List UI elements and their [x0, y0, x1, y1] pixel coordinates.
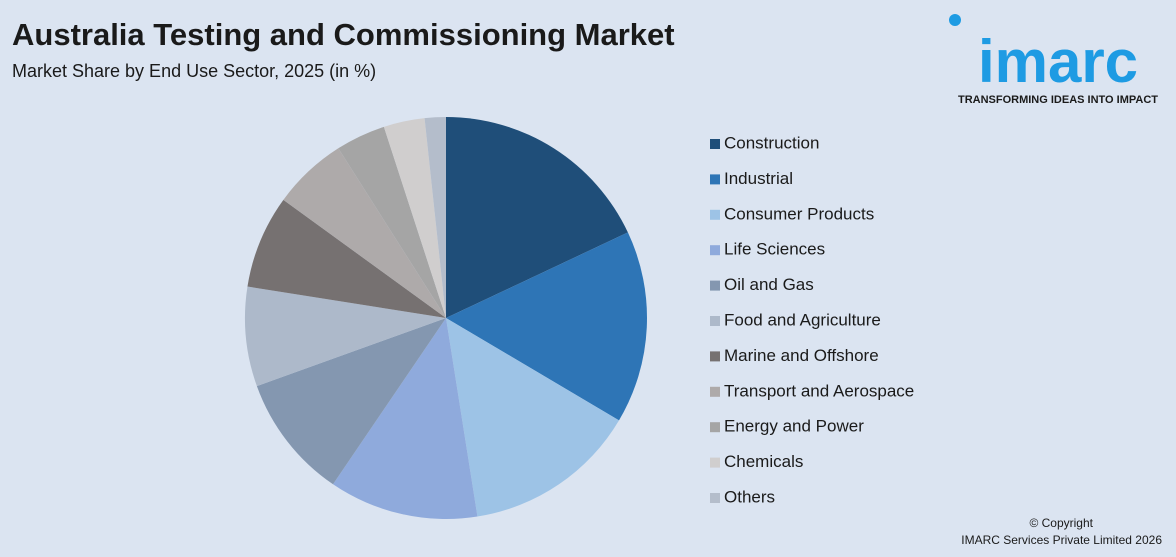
logo-dot	[949, 14, 961, 26]
logo: imarc	[978, 28, 1138, 95]
legend-swatch	[710, 245, 720, 256]
company: IMARC Services Private Limited 2026	[961, 533, 1162, 547]
pie-slice	[446, 318, 620, 517]
legend-label: Marine and Offshore	[724, 346, 879, 365]
legend-label: Others	[724, 487, 775, 506]
pie-slice	[333, 318, 478, 519]
copyright: © Copyright	[1029, 516, 1093, 530]
pie-slice	[245, 286, 446, 387]
legend-label: Construction	[724, 133, 819, 152]
legend-label: Oil and Gas	[724, 275, 814, 294]
legend-label: Industrial	[724, 169, 793, 188]
pie-slice	[383, 118, 446, 318]
legend-swatch	[710, 386, 720, 397]
logo-tagline: TRANSFORMING IDEAS INTO IMPACT	[958, 94, 1158, 106]
pie-slice	[446, 117, 628, 318]
pie-slice	[446, 232, 647, 421]
pie-slice	[256, 318, 446, 485]
legend-label: Life Sciences	[724, 240, 825, 259]
legend-swatch	[710, 422, 720, 433]
legend-swatch	[710, 351, 720, 362]
legend-label: Food and Agriculture	[724, 310, 881, 329]
legend-label: Consumer Products	[724, 204, 874, 223]
chart-title: Australia Testing and Commissioning Mark…	[12, 17, 675, 52]
pie-slice	[338, 126, 446, 318]
legend-swatch	[710, 139, 720, 149]
legend-swatch	[710, 316, 720, 326]
chart-subtitle: Market Share by End Use Sector, 2025 (in…	[12, 61, 376, 81]
legend-label: Transport and Aerospace	[724, 381, 914, 400]
legend-label: Chemicals	[724, 452, 803, 471]
legend-swatch	[710, 174, 720, 185]
legend-swatch	[710, 493, 720, 503]
legend-label: Energy and Power	[724, 417, 864, 436]
legend-swatch	[710, 457, 720, 468]
legend-swatch	[710, 280, 720, 291]
pie-slice	[247, 199, 446, 318]
legend-swatch	[710, 209, 720, 220]
pie-slice	[424, 117, 446, 318]
pie-slice	[283, 148, 446, 318]
